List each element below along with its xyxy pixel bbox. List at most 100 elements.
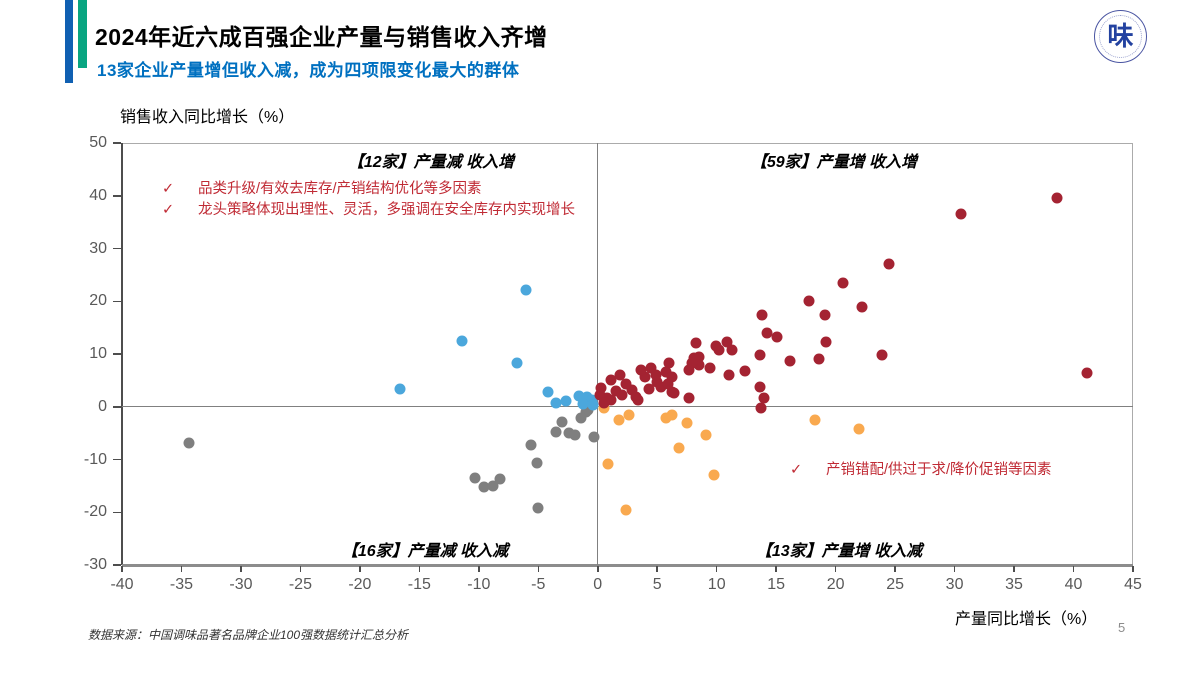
- x-tick-mark: [1132, 566, 1134, 572]
- data-point: [531, 457, 543, 469]
- x-tick-label: -40: [110, 576, 134, 593]
- data-point: [755, 402, 767, 414]
- data-point: [394, 383, 406, 395]
- logo-ring: [1099, 15, 1142, 58]
- x-tick-label: -15: [407, 576, 431, 593]
- x-tick-label: 5: [652, 576, 662, 593]
- data-point: [693, 359, 705, 371]
- scatter-plot: 【12家】产量减 收入增 【59家】产量增 收入增 【16家】产量减 收入减 【…: [84, 134, 1142, 593]
- x-tick-mark: [299, 566, 302, 572]
- data-point: [550, 397, 562, 409]
- data-point: [550, 426, 562, 438]
- data-point: [520, 284, 532, 296]
- data-point: [594, 389, 606, 401]
- x-tick-label: 15: [767, 576, 786, 593]
- x-tick-mark: [359, 566, 361, 572]
- data-point: [673, 442, 685, 454]
- data-point: [542, 386, 554, 398]
- quadrant-label-bottom-right: 【13家】产量增 收入减: [755, 543, 923, 560]
- source-note: 数据来源：中国调味品著名品牌企业100强数据统计汇总分析: [88, 628, 409, 642]
- data-point: [710, 340, 722, 352]
- data-point: [623, 409, 635, 421]
- annotation-text: 龙头策略体现出理性、灵活，多强调在安全库存内实现增长: [198, 202, 575, 218]
- data-point: [955, 208, 967, 220]
- page-subtitle: 13家企业产量增但收入减，成为四项限变化最大的群体: [97, 61, 520, 80]
- data-point: [723, 369, 735, 381]
- data-point: [598, 402, 610, 414]
- data-point: [616, 389, 628, 401]
- check-icon: ✓: [162, 202, 175, 218]
- data-point: [739, 365, 751, 377]
- annotation-line: ✓ 产销错配/供过于求/降价促销等因素: [790, 460, 1052, 481]
- x-tick-label: 35: [1005, 576, 1023, 593]
- data-point: [563, 427, 575, 439]
- data-point: [635, 364, 647, 376]
- x-tick-label: 25: [886, 576, 905, 593]
- data-point: [690, 337, 702, 349]
- data-point: [626, 384, 638, 396]
- annotation-line: ✓ 龙头策略体现出理性、灵活，多强调在安全库存内实现增长: [162, 200, 575, 221]
- data-point: [837, 277, 849, 289]
- data-point: [876, 349, 888, 361]
- data-point: [469, 472, 481, 484]
- data-point: [771, 331, 783, 343]
- data-point: [494, 473, 506, 485]
- zero-line-vertical: [597, 143, 599, 565]
- x-tick-label: -30: [229, 576, 253, 593]
- x-tick-mark: [537, 566, 540, 572]
- plot-border-top: [122, 143, 1133, 144]
- x-tick-mark: [1013, 566, 1015, 572]
- data-point: [666, 371, 677, 383]
- y-tick-mark: [113, 406, 121, 408]
- data-point: [803, 295, 815, 307]
- page-number: 5: [1118, 620, 1126, 635]
- x-tick-label: 20: [826, 576, 845, 593]
- y-tick-mark: [113, 564, 121, 566]
- check-icon: ✓: [162, 181, 175, 197]
- data-point: [1081, 367, 1093, 379]
- x-tick-mark: [597, 566, 599, 572]
- data-point: [605, 374, 617, 386]
- y-tick-label: 40: [89, 186, 107, 204]
- data-point: [756, 309, 768, 321]
- zero-line-horizontal: [122, 406, 1133, 408]
- data-point: [704, 362, 716, 374]
- quadrant-label-top-right: 【59家】产量增 收入增: [750, 154, 918, 171]
- association-logo-icon: 味: [1094, 10, 1147, 63]
- data-point: [650, 369, 662, 381]
- data-point: [683, 364, 695, 376]
- x-tick-mark: [478, 566, 480, 572]
- data-point: [511, 357, 523, 369]
- data-point: [754, 381, 766, 393]
- annotation-line: ✓ 品类升级/有效去库存/产销结构优化等多因素: [162, 179, 575, 200]
- x-tick-label: 40: [1064, 576, 1083, 593]
- accent-bar-blue: [65, 0, 73, 83]
- y-tick-mark: [113, 458, 121, 461]
- data-point: [681, 417, 693, 429]
- x-axis-title: 产量同比增长（%）: [955, 611, 1098, 628]
- x-axis-line: [122, 564, 1133, 567]
- data-point: [639, 371, 651, 383]
- data-point: [1051, 192, 1063, 204]
- x-tick-mark: [240, 566, 242, 572]
- data-point: [820, 336, 832, 348]
- data-point: [632, 394, 644, 406]
- data-point: [700, 429, 712, 441]
- accent-bar-teal: [78, 0, 87, 68]
- data-point: [761, 327, 773, 339]
- data-point: [643, 383, 655, 395]
- x-tick-mark: [775, 566, 777, 572]
- data-point: [580, 406, 592, 418]
- data-point: [708, 469, 720, 481]
- x-tick-mark: [834, 566, 837, 572]
- check-icon: ✓: [790, 462, 803, 478]
- y-axis-title: 销售收入同比增长（%）: [120, 109, 295, 126]
- data-point: [560, 395, 572, 407]
- x-tick-label: -25: [288, 576, 312, 593]
- data-point: [487, 480, 499, 492]
- data-point: [856, 301, 868, 313]
- annotation-text: 品类升级/有效去库存/产销结构优化等多因素: [198, 181, 482, 197]
- x-tick-mark: [894, 566, 896, 572]
- data-point: [573, 390, 585, 402]
